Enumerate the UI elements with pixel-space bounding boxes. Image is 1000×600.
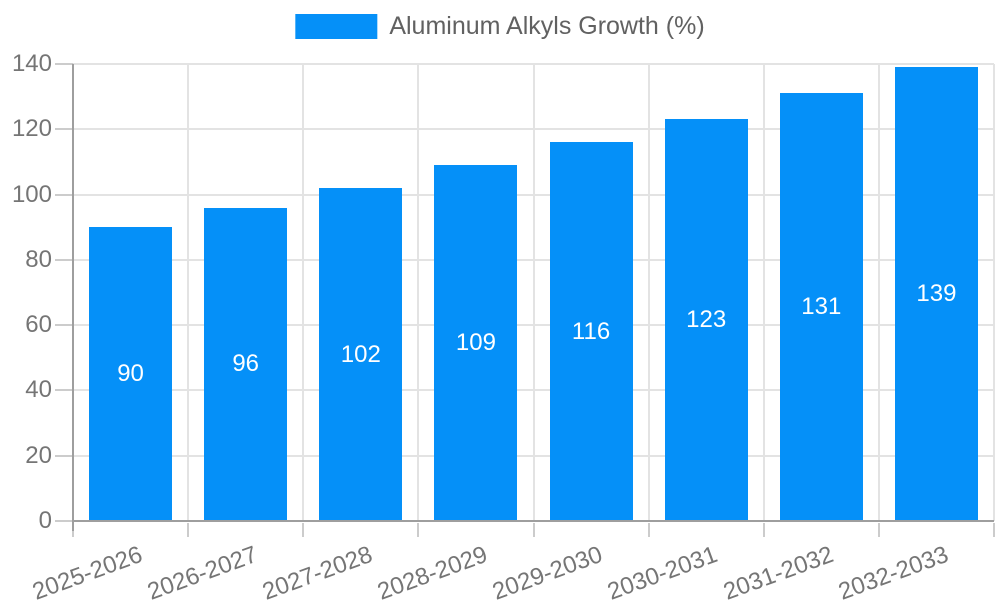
bar-value-label: 96 — [232, 350, 260, 378]
x-tick — [877, 523, 880, 537]
bar-value-label: 139 — [916, 280, 957, 308]
y-tick — [55, 193, 73, 196]
x-category-label: 2029-2030 — [489, 541, 607, 600]
y-tick — [55, 520, 73, 522]
x-category-label: 2026-2027 — [143, 541, 261, 600]
bar-value-label: 116 — [571, 317, 611, 345]
bar[interactable] — [894, 67, 978, 521]
v-gridline — [417, 64, 420, 521]
bar-value-label: 102 — [340, 340, 381, 368]
y-tick-label: 120 — [11, 115, 52, 143]
bar-value-label: 109 — [455, 329, 496, 357]
bar[interactable] — [319, 188, 403, 521]
v-gridline — [647, 64, 650, 521]
bar[interactable] — [779, 93, 863, 521]
x-tick — [417, 523, 420, 537]
v-gridline — [993, 64, 995, 521]
bar[interactable] — [664, 119, 748, 521]
x-tick — [647, 523, 650, 537]
v-gridline — [187, 64, 190, 521]
x-tick — [302, 523, 305, 537]
y-tick — [55, 258, 73, 261]
bar-value-label: 123 — [686, 306, 727, 334]
x-tick — [532, 523, 535, 537]
x-category-label: 2028-2029 — [374, 541, 492, 600]
legend-label: Aluminum Alkyls Growth (%) — [389, 12, 705, 40]
bar[interactable] — [204, 207, 288, 521]
y-tick — [55, 128, 73, 131]
y-tick — [55, 324, 73, 327]
v-gridline — [762, 64, 765, 521]
bar-value-label: 131 — [801, 293, 842, 321]
bar[interactable] — [89, 227, 173, 521]
y-axis-line — [72, 64, 74, 531]
x-axis-line — [73, 520, 994, 522]
x-category-label: 2032-2033 — [834, 541, 952, 600]
x-tick — [993, 523, 995, 537]
y-tick-label: 0 — [38, 507, 52, 534]
y-tick-label: 140 — [11, 50, 52, 77]
y-tick-label: 80 — [25, 245, 52, 273]
x-category-label: 2025-2026 — [28, 541, 146, 600]
y-tick — [55, 454, 73, 457]
bar[interactable] — [434, 165, 518, 521]
bar-value-label: 90 — [117, 360, 144, 388]
legend-swatch-icon — [295, 14, 378, 39]
y-tick-label: 60 — [25, 311, 52, 339]
v-gridline — [302, 64, 305, 521]
y-tick-label: 20 — [25, 441, 52, 469]
v-gridline — [877, 64, 880, 521]
legend[interactable]: Aluminum Alkyls Growth (%) — [295, 12, 705, 40]
y-tick-label: 100 — [11, 180, 52, 208]
x-tick — [187, 523, 190, 537]
y-tick-label: 40 — [25, 376, 52, 404]
x-category-label: 2027-2028 — [258, 541, 377, 600]
x-category-label: 2030-2031 — [604, 541, 722, 600]
y-tick — [55, 63, 73, 65]
v-gridline — [532, 64, 535, 521]
x-category-label: 2031-2032 — [719, 541, 837, 600]
y-tick — [55, 389, 73, 392]
bar[interactable] — [549, 142, 633, 521]
x-tick — [762, 523, 765, 537]
